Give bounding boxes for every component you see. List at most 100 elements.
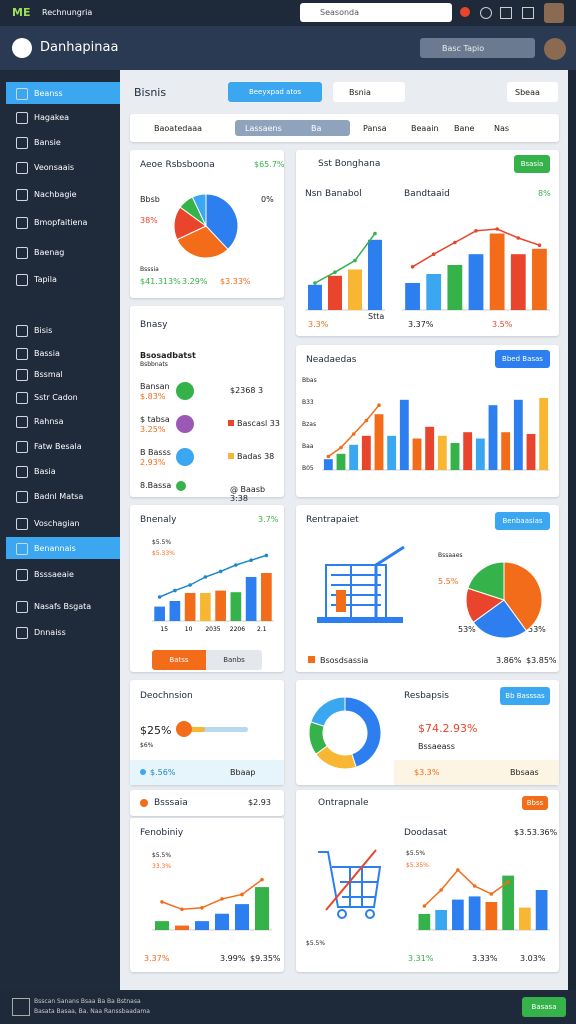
dropdown[interactable]: Bsnia <box>333 82 405 102</box>
panel: Ontrapnale Bbss Doodasat $3.53.36% $5.5%… <box>296 790 559 972</box>
footer-value: $3.85% <box>526 656 557 665</box>
nav-icon <box>16 491 28 503</box>
icon[interactable] <box>480 7 492 19</box>
sort[interactable]: Sbeaa <box>507 82 558 102</box>
trend-line <box>423 868 509 907</box>
subtitle: Bsosadbatst <box>140 351 196 360</box>
nav-item[interactable]: Fatw Besala <box>6 435 120 457</box>
tab[interactable]: Beaain <box>411 124 439 133</box>
toolbar-button[interactable]: Beeyxpad atos <box>228 82 322 102</box>
footer-button[interactable]: Basasa <box>522 997 566 1017</box>
label: $5.5% <box>152 539 172 546</box>
segment-item[interactable]: Lassaens <box>245 124 282 133</box>
tab-bar: Baoatedaaa Lassaens Ba Pansa Beaain Bane Na… <box>130 114 559 142</box>
search-box[interactable]: Seasonda <box>300 3 452 22</box>
avatar[interactable] <box>544 38 566 60</box>
bar <box>475 438 485 470</box>
legend: 3.5% <box>492 320 513 329</box>
dot <box>140 799 148 807</box>
nav-item[interactable]: Nasafs Bsgata <box>6 595 120 617</box>
chip[interactable]: Bsasia <box>514 155 550 173</box>
legend: 3.37% <box>408 320 434 329</box>
nav-label: Bsssaeaie <box>34 570 74 579</box>
trend-point <box>439 888 443 892</box>
pie-slice <box>503 561 543 632</box>
segment-item[interactable]: Ba <box>311 124 322 133</box>
nav-item[interactable]: Veonsaais <box>6 156 120 178</box>
row-right: $2368 3 <box>230 386 264 395</box>
header-title: Danhapinaa <box>40 40 119 55</box>
header-search[interactable]: Basc Tapio <box>420 38 535 58</box>
tab[interactable]: Bane <box>454 124 475 133</box>
nav-icon <box>16 441 28 453</box>
sidebar: Beanss Hagakea Bansie Veonsaais Nachbagie Bmo… <box>0 70 120 990</box>
icon[interactable] <box>522 7 534 19</box>
donut-slice <box>310 696 346 727</box>
nav-icon <box>16 217 28 229</box>
nav-item[interactable]: Nachbagie <box>6 183 120 205</box>
bar <box>526 434 536 470</box>
header-logo <box>12 38 32 58</box>
nav-item[interactable]: Hagakea <box>6 106 120 128</box>
nav-item[interactable]: Tapila <box>6 268 120 290</box>
pie-slice <box>191 193 207 227</box>
panel-button[interactable]: Bbed Basas <box>495 350 550 368</box>
nav-item[interactable]: Bassia <box>6 342 120 364</box>
nav-item[interactable]: Basia <box>6 460 120 482</box>
icon[interactable] <box>500 7 512 19</box>
nav-item[interactable]: Rahnsa <box>6 410 120 432</box>
label: $5.5% <box>152 852 172 859</box>
toggle[interactable]: Batss <box>152 650 206 670</box>
bar <box>412 438 422 470</box>
nav-icon <box>16 569 28 581</box>
topbar: ME Rechnungria Seasonda <box>0 0 576 26</box>
panel-title: Sst Bonghana <box>318 159 381 169</box>
nav-item[interactable]: Beanss <box>6 82 120 104</box>
tab[interactable]: Pansa <box>363 124 387 133</box>
panel-button[interactable]: Benbaasias <box>495 512 550 530</box>
avatar[interactable] <box>544 3 564 23</box>
trend-point <box>200 906 204 910</box>
nav-item[interactable]: Bssmal <box>6 363 120 385</box>
slider-track[interactable] <box>182 727 248 732</box>
panel-button[interactable]: Bbss <box>522 796 548 810</box>
trend-point <box>453 240 457 245</box>
nav-item[interactable]: Sstr Cadon <box>6 386 120 408</box>
bar <box>435 910 447 930</box>
trend-point <box>240 892 244 897</box>
bar <box>468 254 484 310</box>
nav-item[interactable]: Bsssaeaie <box>6 563 120 585</box>
panel-button[interactable]: Bb Basssas <box>500 687 550 705</box>
bar <box>447 265 463 310</box>
trend-point <box>410 265 415 269</box>
segment[interactable]: Lassaens Ba <box>235 120 350 136</box>
label: $5.5% <box>406 850 426 857</box>
toolbar-title: Bisnis <box>134 86 167 99</box>
bar <box>230 592 242 621</box>
nav-item[interactable]: Bansie <box>6 131 120 153</box>
trend-point <box>157 595 162 599</box>
row-name: Bansan <box>140 382 170 391</box>
tab[interactable]: Nas <box>494 124 510 133</box>
trend-point <box>260 877 264 882</box>
nav-item[interactable]: Voschagian <box>6 512 120 534</box>
slider-knob[interactable] <box>176 721 192 737</box>
trend-point <box>218 569 223 574</box>
nav-item[interactable]: Benannais <box>6 537 120 559</box>
pie-slice <box>467 561 505 601</box>
bar <box>418 914 431 930</box>
nav-item[interactable]: Badnl Matsa <box>6 485 120 507</box>
panel-title: Bsssaia <box>154 798 188 808</box>
stat: $3.53.36% <box>514 828 558 837</box>
toggle[interactable]: Banbs <box>206 650 262 670</box>
nav-item[interactable]: Bisis <box>6 319 120 341</box>
nav-item[interactable]: Baenag <box>6 241 120 263</box>
nav-item[interactable]: Bmopfaitiena <box>6 211 120 233</box>
nav-item[interactable]: Dnnaiss <box>6 621 120 643</box>
panel: Sst Bonghana Bsasia Nsn Banabol Bandtaai… <box>296 150 559 336</box>
bar-chart <box>322 398 550 471</box>
icon[interactable] <box>460 7 470 17</box>
x-label: 15 <box>160 626 168 633</box>
value: $2.93 <box>248 798 271 807</box>
nav-icon <box>16 247 28 259</box>
